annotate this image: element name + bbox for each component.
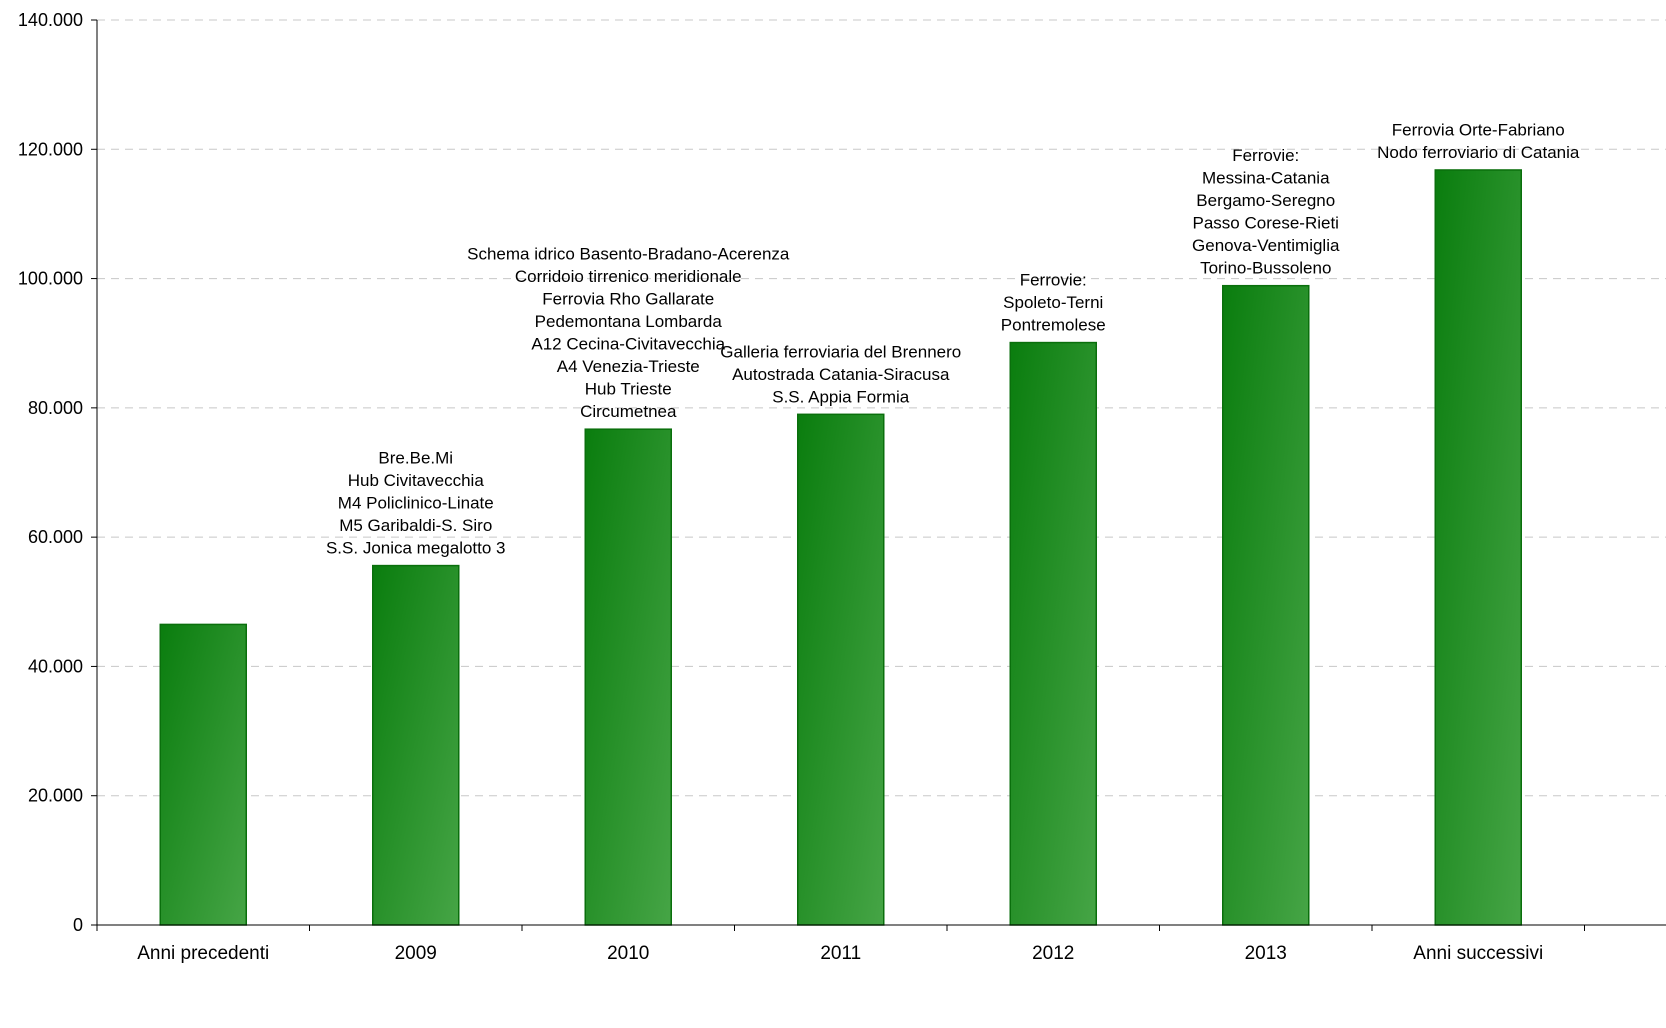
bar-annotation: S.S. Appia Formia (772, 387, 910, 406)
bar-annotation: Torino-Bussoleno (1200, 259, 1331, 278)
bar-annotation: M4 Policlinico-Linate (338, 494, 494, 513)
bar-annotation: Hub Civitavecchia (348, 471, 485, 490)
bar-annotation: Ferrovie: (1232, 146, 1299, 165)
bar-annotation: Nodo ferroviario di Catania (1377, 143, 1580, 162)
bar-annotation: Ferrovie: (1020, 271, 1087, 290)
y-tick-label: 140.000 (18, 10, 83, 30)
bar (797, 413, 885, 926)
bar (372, 564, 460, 926)
y-tick-label: 80.000 (28, 398, 83, 418)
bar-annotation: Pedemontana Lombarda (535, 312, 723, 331)
bar-annotation: Galleria ferroviaria del Brennero (720, 342, 961, 361)
bar-annotation: A4 Venezia-Trieste (557, 357, 700, 376)
bar-annotation: M5 Garibaldi-S. Siro (339, 516, 492, 535)
y-tick-label: 120.000 (18, 139, 83, 159)
bar-annotation: A12 Cecina-Civitavecchia (531, 335, 725, 354)
bar-annotation: Spoleto-Terni (1003, 293, 1103, 312)
bar-annotation: Corridoio tirrenico meridionale (515, 267, 742, 286)
y-tick-label: 100.000 (18, 269, 83, 289)
labels: 0 20.000 40.000 60.000 80.000 100.000 120.000 1… (18, 10, 1580, 964)
bar-annotation: Pontremolese (1001, 316, 1106, 335)
bar-annotation: Messina-Catania (1202, 169, 1330, 188)
bar-annotation: Hub Trieste (585, 380, 672, 399)
bar-annotation: Genova-Ventimiglia (1192, 236, 1340, 255)
bar-annotation: Passo Corese-Rieti (1193, 214, 1339, 233)
y-tick-label: 0 (73, 915, 83, 935)
bar (584, 428, 672, 926)
x-category-label: 2011 (820, 943, 861, 964)
x-category-label: Anni precedenti (137, 943, 269, 964)
x-category-label: 2013 (1245, 943, 1287, 964)
bar-annotation: Bre.Be.Mi (378, 449, 453, 468)
bars (159, 169, 1522, 926)
bar (159, 623, 247, 926)
y-tick-label: 60.000 (28, 527, 83, 547)
y-tick-label: 40.000 (28, 656, 83, 676)
x-category-label: 2012 (1032, 943, 1074, 964)
bar (1434, 169, 1522, 926)
bar-annotation: Ferrovia Orte-Fabriano (1392, 120, 1565, 139)
bar-annotation: Bergamo-Seregno (1196, 191, 1335, 210)
x-category-label: 2009 (395, 943, 437, 964)
bar (1222, 284, 1310, 926)
bar-annotation: Schema idrico Basento-Bradano-Acerenza (467, 245, 790, 264)
bar-annotation: Ferrovia Rho Gallarate (542, 290, 714, 309)
bar-annotation: Circumetnea (580, 402, 677, 421)
axes (91, 19, 1666, 931)
bar (1009, 341, 1097, 926)
y-tick-label: 20.000 (28, 786, 83, 806)
x-category-label: 2010 (607, 943, 649, 964)
x-category-label: Anni successivi (1413, 943, 1543, 964)
bar-annotation: S.S. Jonica megalotto 3 (326, 539, 506, 558)
bar-annotation: Autostrada Catania-Siracusa (732, 365, 950, 384)
